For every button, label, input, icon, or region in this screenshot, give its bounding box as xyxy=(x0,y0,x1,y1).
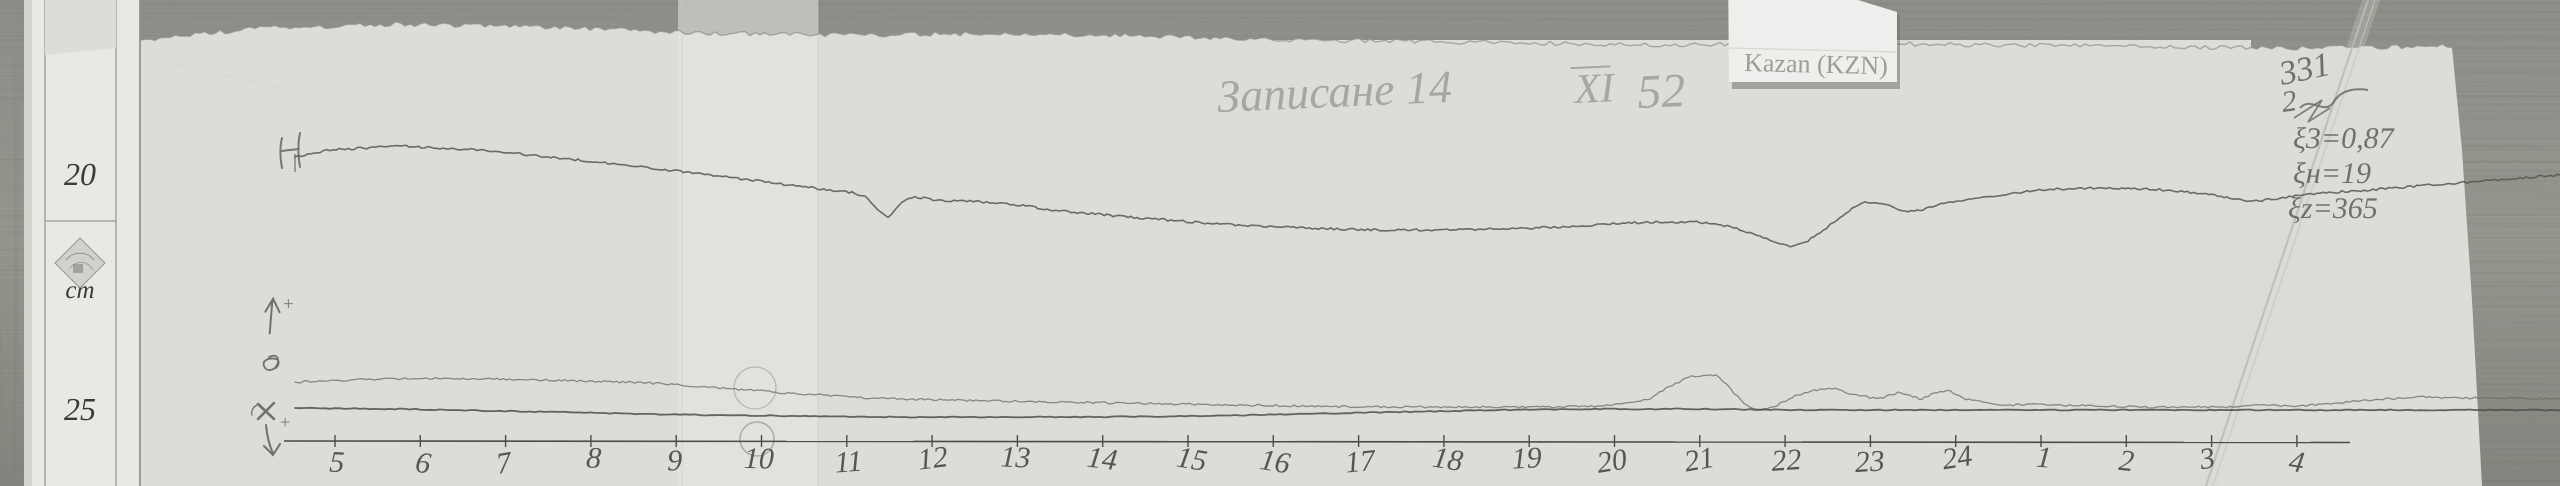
svg-text:10: 10 xyxy=(743,442,774,476)
svg-text:15: 15 xyxy=(1174,441,1209,479)
svg-text:13: 13 xyxy=(1000,440,1031,474)
svg-text:9: 9 xyxy=(667,444,682,477)
svg-text:ξz=365: ξz=365 xyxy=(2288,192,2378,225)
svg-text:20: 20 xyxy=(1595,443,1630,480)
svg-text:19: 19 xyxy=(1511,441,1543,475)
svg-text:24: 24 xyxy=(1940,439,1975,476)
svg-text:Kazan (KZN): Kazan (KZN) xyxy=(1744,48,1888,80)
svg-text:XI: XI xyxy=(1571,65,1617,113)
svg-text:+: + xyxy=(280,412,290,432)
svg-text:23: 23 xyxy=(1854,444,1886,479)
svg-text:17: 17 xyxy=(1344,443,1379,479)
svg-text:20: 20 xyxy=(64,156,96,192)
svg-text:16: 16 xyxy=(1258,443,1293,480)
svg-text:18: 18 xyxy=(1430,441,1465,478)
svg-text:22: 22 xyxy=(1770,443,1802,478)
svg-text:Записане 14: Записане 14 xyxy=(1216,61,1453,122)
svg-text:8: 8 xyxy=(585,441,602,475)
svg-text:+: + xyxy=(283,294,294,315)
svg-text:1: 1 xyxy=(2035,441,2053,475)
svg-text:12: 12 xyxy=(916,440,950,476)
svg-text:ξн=19: ξн=19 xyxy=(2293,157,2371,190)
svg-text:5: 5 xyxy=(329,445,345,479)
svg-text:52: 52 xyxy=(1636,64,1686,119)
svg-text:21: 21 xyxy=(1682,441,1717,479)
svg-text:25: 25 xyxy=(64,391,96,427)
svg-text:14: 14 xyxy=(1085,441,1119,478)
svg-text:11: 11 xyxy=(833,445,863,480)
svg-text:ξ3=0,87: ξ3=0,87 xyxy=(2293,122,2396,155)
